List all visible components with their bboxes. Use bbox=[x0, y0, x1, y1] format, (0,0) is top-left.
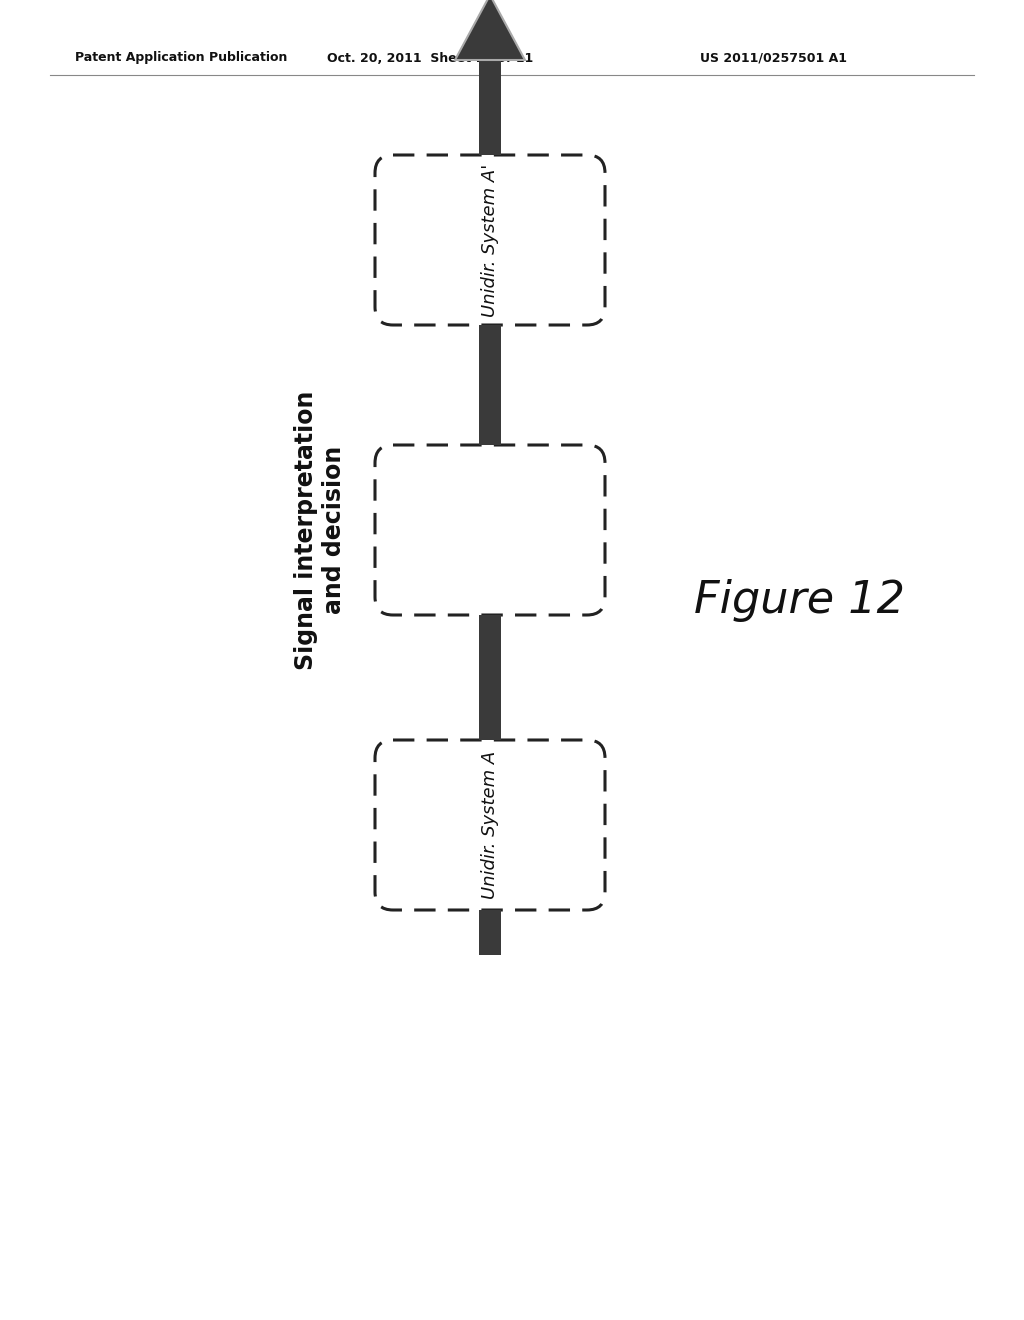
Bar bbox=[479, 325, 501, 445]
Text: Figure 12: Figure 12 bbox=[694, 578, 905, 622]
Bar bbox=[479, 615, 501, 741]
FancyBboxPatch shape bbox=[375, 154, 605, 325]
Text: Unidir. System A': Unidir. System A' bbox=[481, 164, 499, 317]
Text: Patent Application Publication: Patent Application Publication bbox=[75, 51, 288, 65]
Bar bbox=[479, 909, 501, 954]
Polygon shape bbox=[455, 0, 525, 59]
FancyBboxPatch shape bbox=[375, 445, 605, 615]
Text: Signal interpretation
and decision: Signal interpretation and decision bbox=[294, 391, 346, 669]
Bar bbox=[479, 59, 501, 154]
Text: Oct. 20, 2011  Sheet 11 of 11: Oct. 20, 2011 Sheet 11 of 11 bbox=[327, 51, 534, 65]
FancyBboxPatch shape bbox=[375, 741, 605, 909]
Text: Unidir. System A: Unidir. System A bbox=[481, 751, 499, 899]
Text: US 2011/0257501 A1: US 2011/0257501 A1 bbox=[700, 51, 847, 65]
